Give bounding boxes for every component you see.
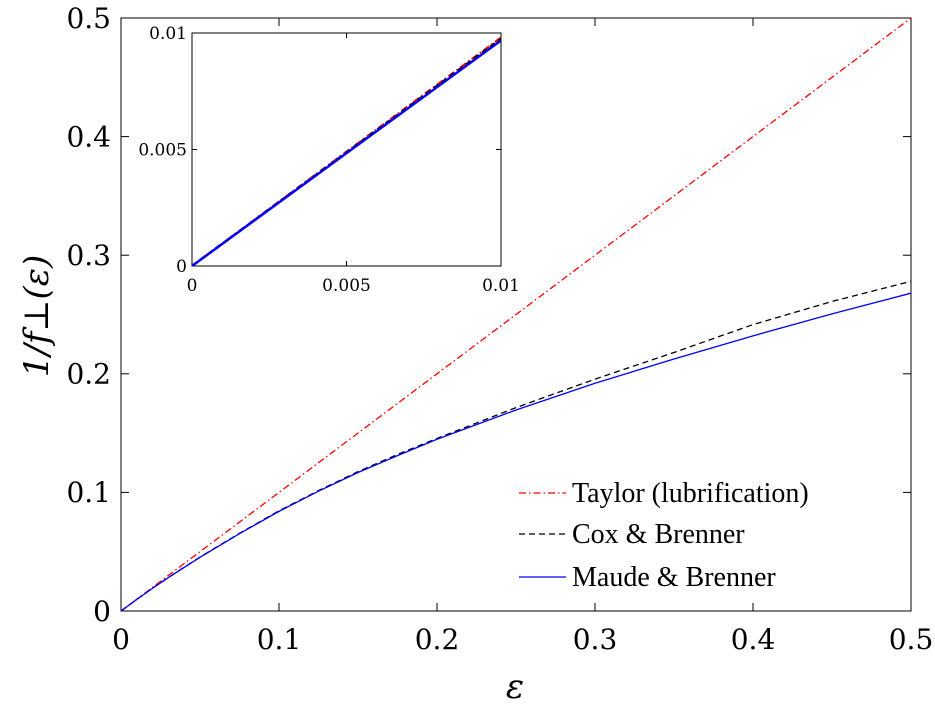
x-axis-label: ε bbox=[506, 667, 524, 706]
main-y-tick-label: 0 bbox=[93, 595, 111, 628]
inset-x-tick-label: 0.005 bbox=[322, 276, 371, 296]
main-y-tick-label: 0.4 bbox=[66, 120, 111, 153]
main-x-tick-label: 0.4 bbox=[731, 623, 776, 656]
main-x-tick-label: 0 bbox=[112, 623, 130, 656]
y-axis-label: 1/f⊥(ε) bbox=[17, 255, 57, 377]
legend-label-0: Taylor (lubrification) bbox=[572, 478, 809, 509]
legend-label-1: Cox & Brenner bbox=[572, 519, 745, 550]
legend-label-2: Maude & Brenner bbox=[572, 562, 776, 593]
main-x-tick-label: 0.3 bbox=[573, 623, 618, 656]
inset-x-tick-label: 0 bbox=[187, 276, 198, 296]
inset-y-tick-label: 0.01 bbox=[149, 24, 187, 44]
main-series-line-0 bbox=[121, 18, 911, 611]
inset-y-tick-label: 0.005 bbox=[138, 140, 187, 160]
main-series-line-2 bbox=[121, 292, 911, 611]
inset-y-tick-label: 0 bbox=[176, 257, 187, 277]
main-y-tick-label: 0.1 bbox=[66, 476, 111, 509]
legend: Taylor (lubrification) Cox & Brenner Maude… bbox=[519, 478, 809, 593]
main-y-tick-label: 0.2 bbox=[66, 358, 111, 391]
inset-series-line-2 bbox=[192, 39, 501, 266]
main-x-tick-label: 0.2 bbox=[415, 623, 460, 656]
main-x-tick-label: 0.5 bbox=[889, 623, 934, 656]
main-y-tick-label: 0.3 bbox=[66, 239, 111, 272]
inset-x-tick-label: 0.01 bbox=[482, 276, 520, 296]
main-y-tick-label: 0.5 bbox=[66, 2, 111, 35]
main-x-tick-label: 0.1 bbox=[257, 623, 302, 656]
inset-axes: 0 0.005 0.01 0 0.005 0.01 bbox=[138, 24, 520, 296]
